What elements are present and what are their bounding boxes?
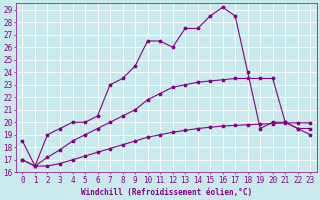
X-axis label: Windchill (Refroidissement éolien,°C): Windchill (Refroidissement éolien,°C) — [81, 188, 252, 197]
